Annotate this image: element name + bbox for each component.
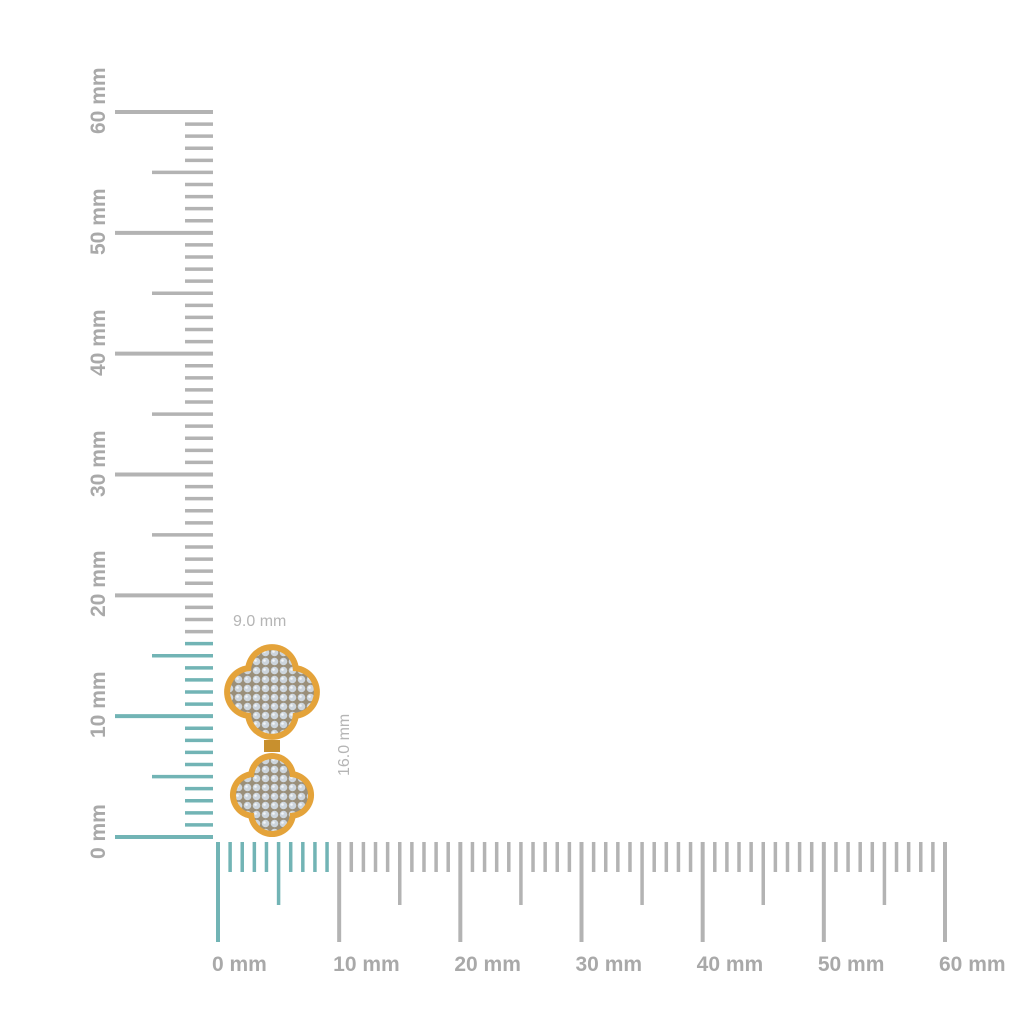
top-clover bbox=[224, 644, 320, 740]
vertical-label: 0 mm bbox=[87, 804, 110, 859]
horizontal-label: 50 mm bbox=[817, 953, 885, 976]
horizontal-label: 30 mm bbox=[575, 953, 643, 976]
vertical-label: 60 mm bbox=[87, 67, 110, 134]
vertical-label: 20 mm bbox=[87, 550, 110, 618]
horizontal-label: 40 mm bbox=[696, 953, 764, 976]
vertical-ruler bbox=[115, 110, 213, 839]
horizontal-label: 60 mm bbox=[939, 953, 1006, 976]
vertical-label: 50 mm bbox=[87, 188, 110, 255]
clover-earring-image bbox=[224, 644, 320, 838]
earring-link bbox=[264, 740, 280, 752]
bottom-clover bbox=[229, 752, 315, 838]
horizontal-label: 20 mm bbox=[454, 953, 521, 976]
vertical-label: 10 mm bbox=[87, 671, 110, 739]
horizontal-label: 10 mm bbox=[333, 953, 400, 976]
horizontal-label: 0 mm bbox=[212, 953, 267, 976]
height-dimension-label: 16.0 mm bbox=[336, 713, 353, 776]
width-dimension-label: 9.0 mm bbox=[233, 613, 287, 630]
horizontal-ruler bbox=[216, 842, 947, 942]
vertical-label: 40 mm bbox=[87, 309, 110, 376]
vertical-label: 30 mm bbox=[87, 429, 110, 497]
